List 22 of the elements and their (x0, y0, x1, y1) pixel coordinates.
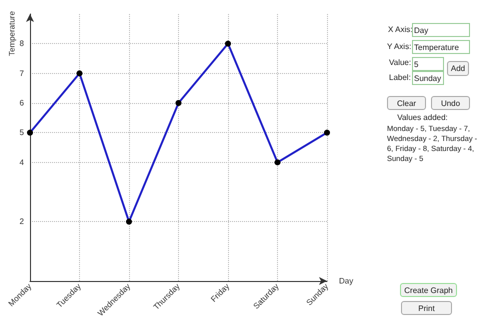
text: Print (401, 301, 452, 315)
text: X Axis: (388, 25, 412, 34)
text: Create Graph (400, 283, 457, 297)
y-tick-label: 6 (20, 98, 25, 108)
text: Undo (431, 96, 470, 110)
text: Value: (389, 58, 412, 67)
text: 5 (412, 57, 444, 71)
text: Temperature (412, 40, 470, 54)
y-tick-label: 4 (20, 158, 25, 167)
text: Add (447, 61, 469, 76)
y-axis-title: Temperature (8, 10, 16, 56)
text: Day (412, 23, 470, 37)
y-tick-label: 5 (20, 128, 25, 138)
x-axis-title: Day (339, 276, 354, 286)
y-tick-label: 7 (20, 68, 25, 78)
text: Sunday (412, 71, 444, 85)
y-tick-label: 2 (20, 217, 25, 226)
text: Clear (387, 96, 426, 110)
text: Label: (389, 73, 411, 82)
text: Values added: (396, 113, 449, 122)
text: Y Axis: (387, 42, 412, 51)
y-tick-label: 8 (20, 39, 25, 48)
